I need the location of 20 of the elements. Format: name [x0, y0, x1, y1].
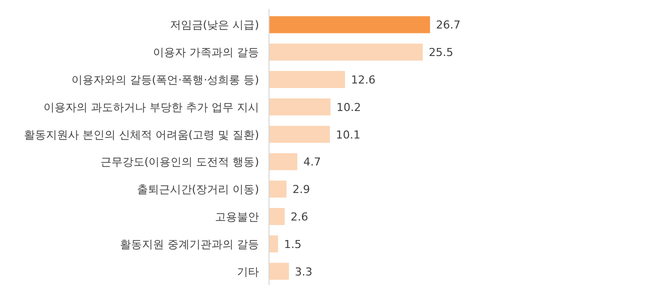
data-label: 2.6 — [290, 210, 308, 224]
category-label: 이용자와의 갈등(폭언·폭행·성희롱 등) — [71, 74, 259, 86]
data-label: 12.6 — [350, 74, 376, 86]
category-label: 고용불안 — [215, 210, 259, 224]
category-label: 이용자 가족과의 갈등 — [153, 46, 259, 60]
data-label: 2.9 — [292, 183, 310, 196]
category-label: 기타 — [237, 265, 259, 278]
category-label: 활동지원 중계기관과의 갈등 — [120, 238, 259, 251]
category-label: 이용자의 과도하거나 부당한 추가 업무 지시 — [44, 100, 259, 114]
data-label: 10.1 — [336, 128, 360, 142]
data-label: 1.5 — [284, 238, 302, 251]
data-label: 3.3 — [294, 265, 312, 278]
data-label: 10.2 — [336, 100, 361, 114]
category-label: 근무강도(이용인의 도전적 행동) — [100, 156, 259, 169]
data-label: 4.7 — [303, 156, 321, 169]
data-label: 26.7 — [436, 18, 460, 32]
data-label: 25.5 — [428, 46, 454, 60]
category-label: 출퇴근시간(장거리 이동) — [136, 183, 259, 196]
category-label: 저임금(낮은 시급) — [170, 18, 259, 32]
category-label: 활동지원사 본인의 신체적 어려움(고령 및 질환) — [24, 128, 259, 142]
